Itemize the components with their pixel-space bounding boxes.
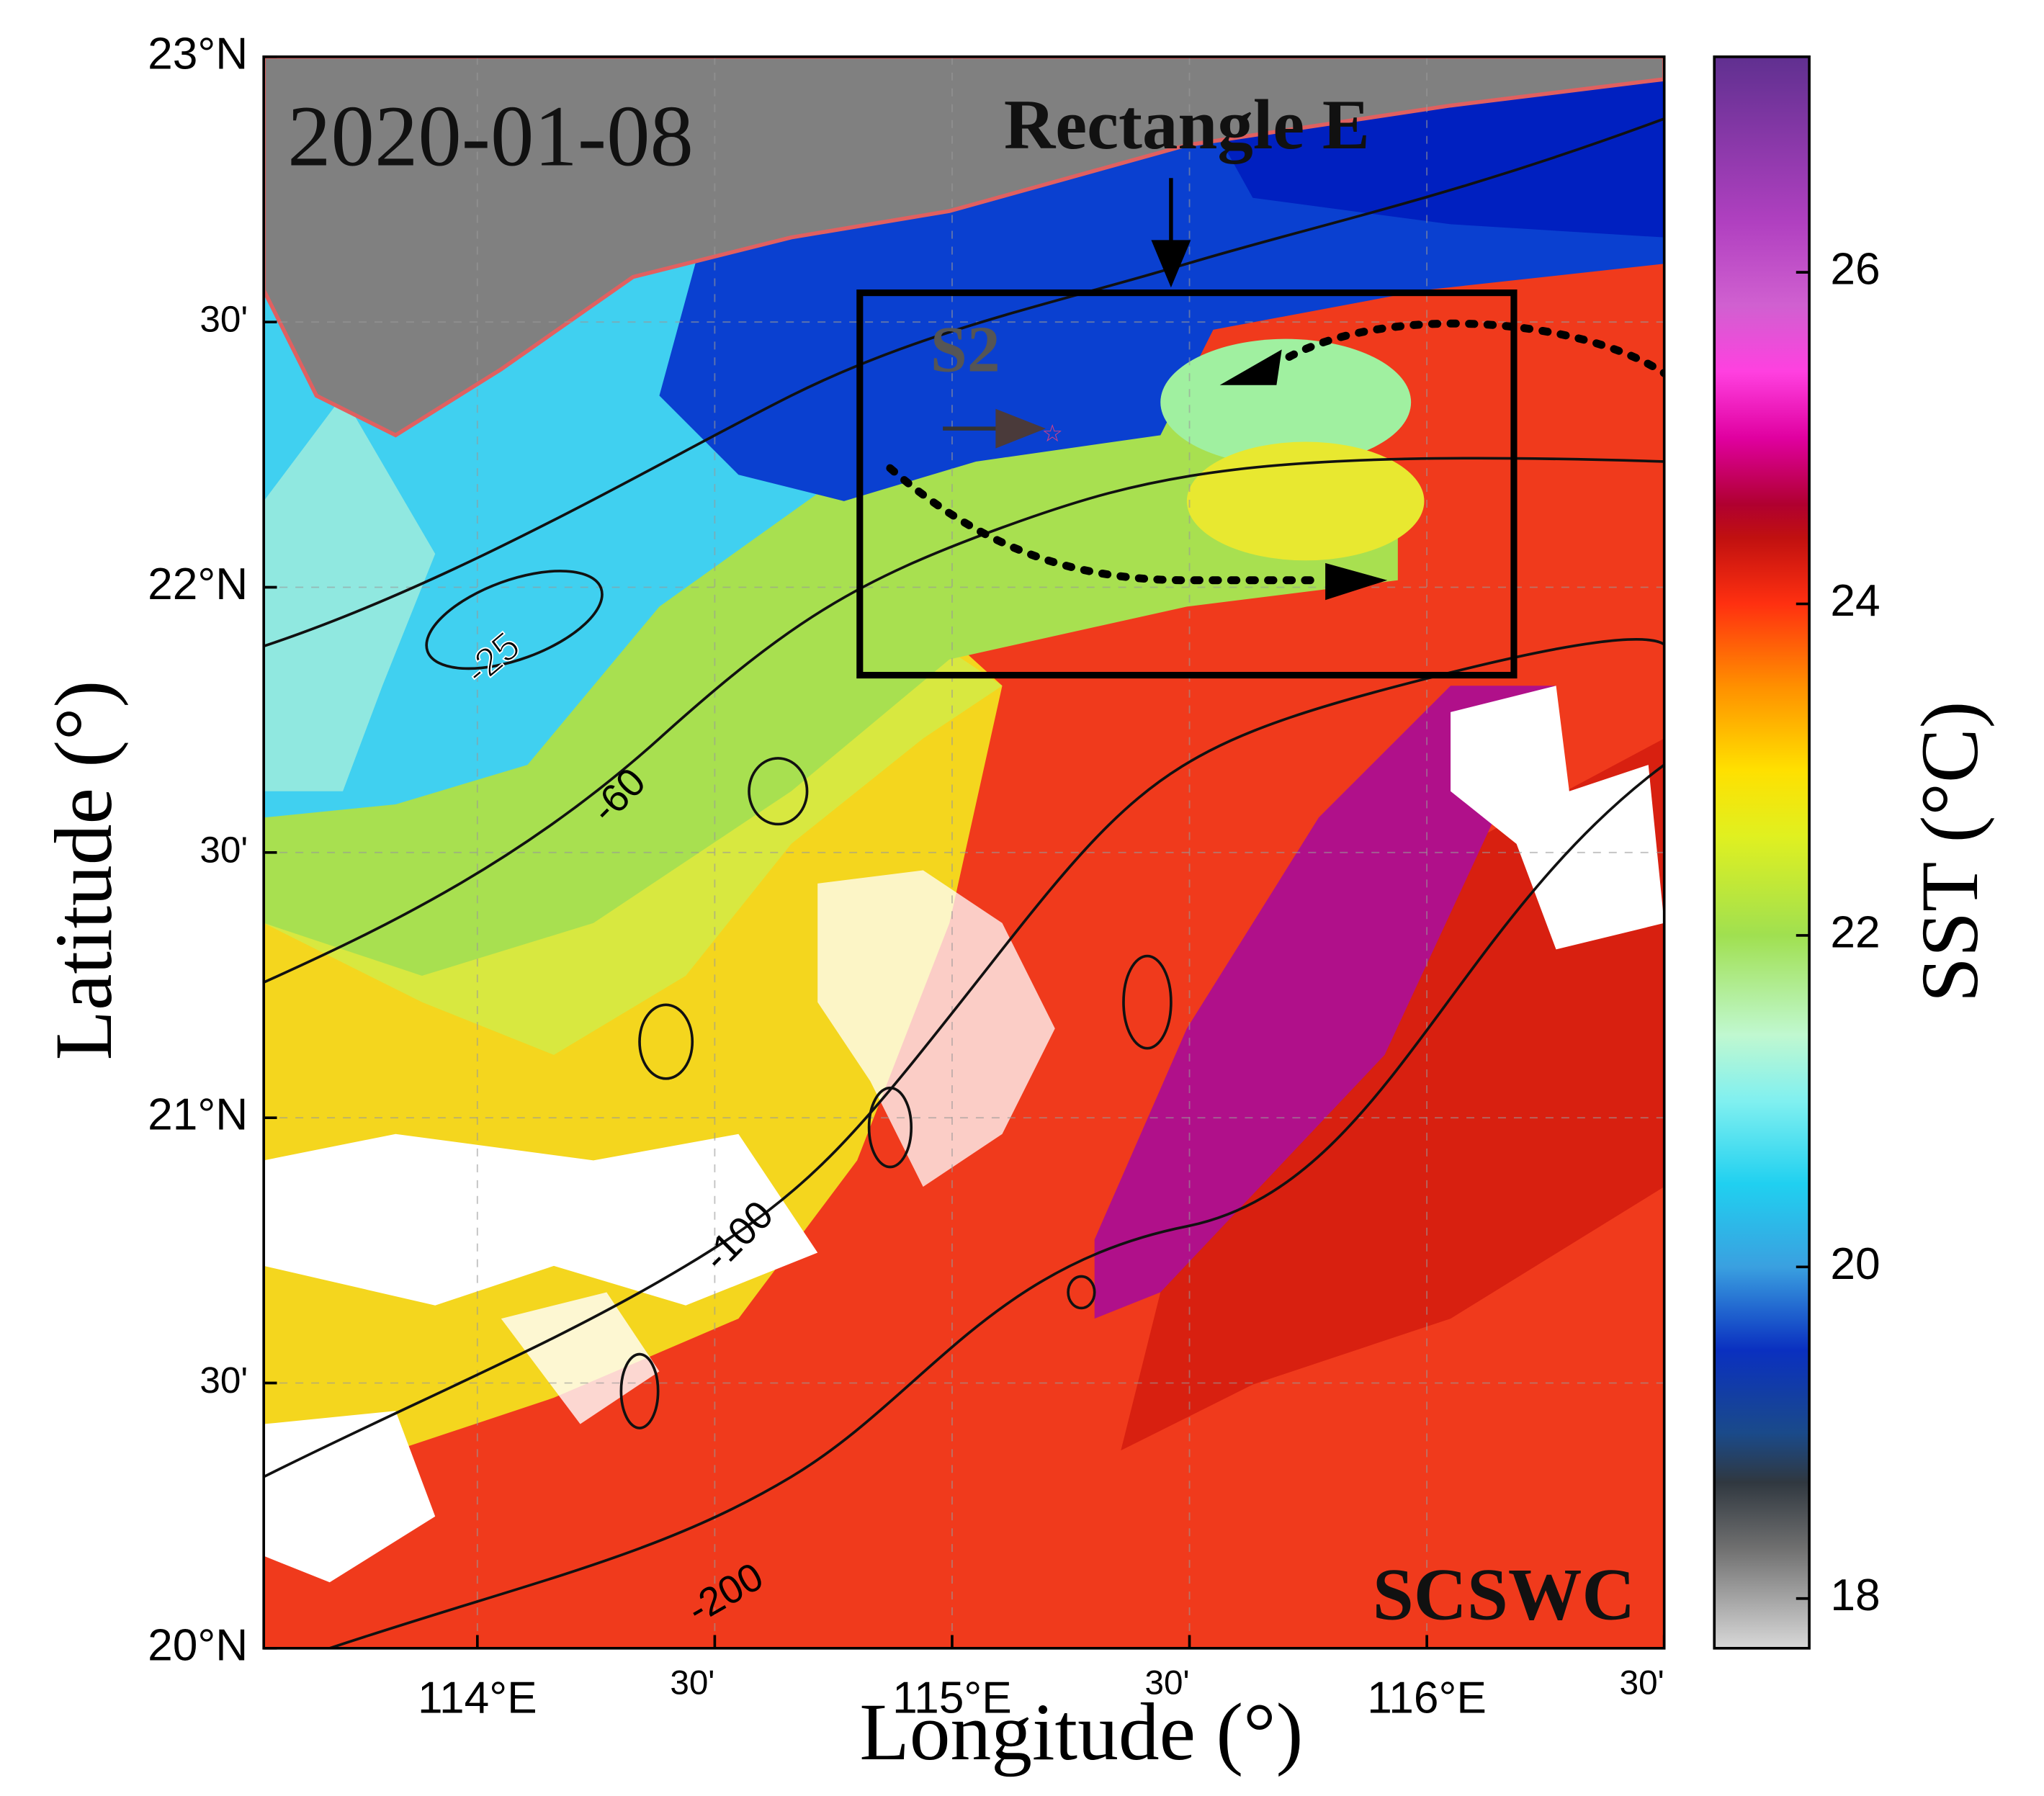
colorbar-tick-label: 18 bbox=[1830, 1571, 1880, 1620]
station-marker: ☆ bbox=[1041, 420, 1063, 446]
sst-green-loop bbox=[1160, 338, 1412, 466]
x-axis-label: Longitude (°) bbox=[859, 1687, 1303, 1777]
colorbar bbox=[1713, 55, 1811, 1650]
y-tick-label: 30' bbox=[200, 829, 248, 870]
contour-loop bbox=[1122, 954, 1173, 1050]
land bbox=[264, 56, 1664, 438]
colorbar-tick-label: 26 bbox=[1830, 245, 1880, 295]
colorbar-tick-label: 24 bbox=[1830, 576, 1880, 626]
station-arrowhead bbox=[995, 408, 1046, 449]
contour-line bbox=[264, 638, 1664, 1478]
x-tick-label: 30' bbox=[1620, 1664, 1664, 1702]
grid bbox=[264, 56, 1664, 1648]
cloud-gap bbox=[1451, 686, 1664, 950]
station-label: S2 bbox=[931, 312, 1000, 385]
y-axis-label: Latitude (°) bbox=[38, 681, 129, 1061]
colorbar-tick-label: 20 bbox=[1830, 1239, 1880, 1289]
x-tick-label: 30' bbox=[1145, 1664, 1190, 1702]
colorbar-label: SST (°C) bbox=[1904, 701, 1995, 1003]
x-tick-label: 114°E bbox=[418, 1673, 537, 1723]
colorbar-tick-label: 22 bbox=[1830, 907, 1880, 957]
x-tick-label: 115°E bbox=[892, 1673, 1012, 1723]
y-tick-label: 22°N bbox=[148, 560, 248, 609]
flow-arrowhead bbox=[1219, 349, 1282, 385]
y-tick-label: 30' bbox=[200, 1360, 248, 1401]
cloud-gap bbox=[264, 1411, 436, 1583]
contour-loop bbox=[425, 570, 604, 670]
x-tick-label: 116°E bbox=[1367, 1673, 1487, 1723]
rectangle-e bbox=[856, 289, 1518, 679]
contour-loop bbox=[619, 1352, 660, 1429]
y-tick-label: 20°N bbox=[148, 1620, 248, 1670]
x-tick-label: 30' bbox=[670, 1664, 714, 1702]
sst-hot bbox=[1121, 738, 1664, 1451]
y-tick-label: 21°N bbox=[148, 1090, 248, 1140]
contour-loop bbox=[1067, 1275, 1096, 1310]
sst-purple-tongue bbox=[1094, 686, 1556, 1319]
sst-yellow-loop bbox=[1186, 441, 1425, 561]
sst-field: -25 -60 -100 -200 ☆ 2020-01-08 Rectangle… bbox=[264, 56, 1664, 1648]
contour-loop bbox=[638, 1003, 694, 1080]
contour-line bbox=[329, 763, 1664, 1648]
date-label: 2020-01-08 bbox=[287, 88, 694, 184]
contour-loop bbox=[748, 757, 809, 826]
sst-light-cyan bbox=[264, 395, 436, 791]
current-label: SCSWC bbox=[1373, 1554, 1636, 1635]
y-tick-label: 23°N bbox=[148, 29, 248, 78]
flow-path bbox=[886, 464, 1317, 585]
flow-arrowhead bbox=[1325, 562, 1388, 601]
sst-green bbox=[264, 395, 1398, 976]
box-label: Rectangle E bbox=[1004, 86, 1370, 164]
y-tick-label: 30' bbox=[200, 299, 248, 340]
cloud-gap bbox=[817, 870, 1055, 1187]
box-arrowhead bbox=[1151, 240, 1191, 288]
contour-loop bbox=[867, 1086, 913, 1169]
cloud-gap bbox=[264, 1133, 818, 1306]
contour-line bbox=[264, 117, 1664, 648]
